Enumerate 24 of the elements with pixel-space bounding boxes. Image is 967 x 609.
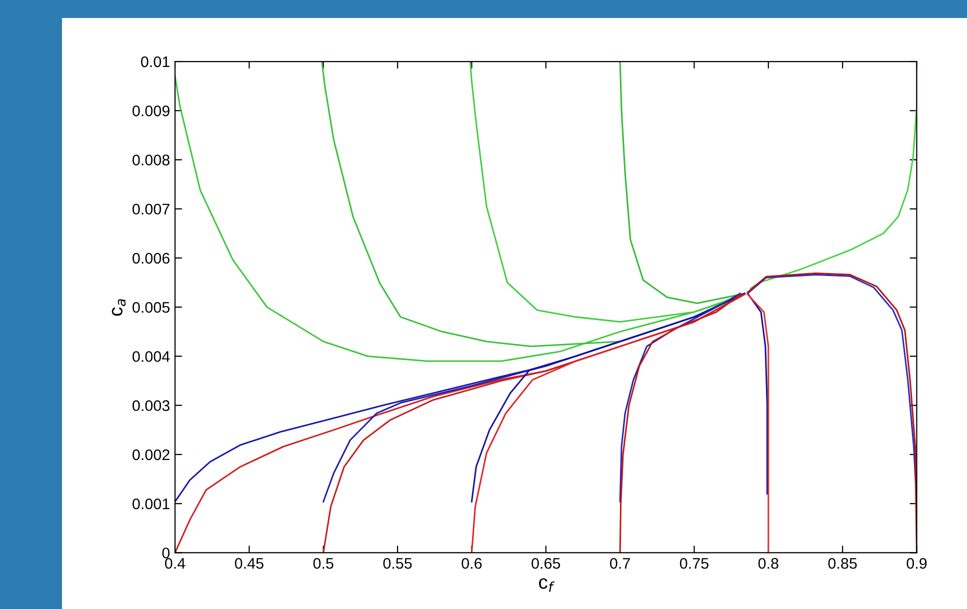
- y-tick-label: 0.006: [132, 252, 170, 264]
- y-tick-label: 0.002: [132, 449, 170, 460]
- x-axis-title: c$_{f}$: [539, 578, 555, 592]
- y-tick-label: 0.001: [132, 498, 170, 510]
- y-tick-label: 0.005: [132, 302, 170, 313]
- x-tick-label: 0.85: [828, 558, 857, 569]
- x-tick-label: 0.6: [462, 558, 482, 569]
- x-tick-label: 0.65: [532, 558, 560, 569]
- x-tick-label: 0.8: [758, 558, 778, 569]
- y-tick-label: 0: [162, 548, 170, 558]
- x-tick-label: 0.55: [383, 558, 412, 569]
- y-tick-label: 0.004: [132, 351, 170, 362]
- y-tick-label: 0.007: [132, 204, 170, 215]
- x-tick-label: 0.45: [234, 558, 264, 569]
- y-tick-label: 0.003: [132, 400, 170, 412]
- y-tick-label: 0.01: [141, 56, 170, 68]
- x-tick-label: 0.7: [610, 558, 630, 569]
- y-tick-label: 0.009: [132, 106, 170, 116]
- x-tick-label: 0.4: [165, 558, 186, 569]
- x-tick-label: 0.9: [906, 558, 927, 569]
- x-tick-label: 0.5: [313, 558, 334, 569]
- y-axis-title: c$_{a}$: [112, 299, 126, 316]
- x-tick-label: 0.75: [680, 558, 708, 569]
- y-tick-label: 0.008: [132, 154, 170, 166]
